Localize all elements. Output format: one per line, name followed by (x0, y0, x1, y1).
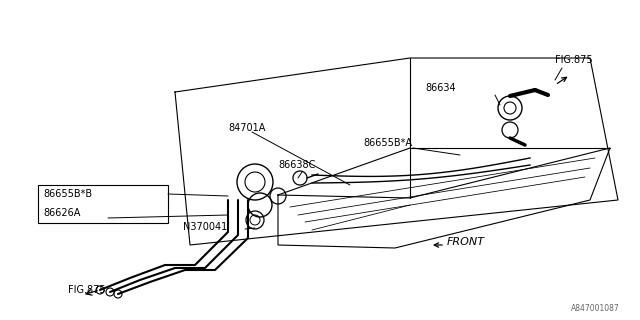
Text: FRONT: FRONT (447, 237, 485, 247)
Bar (38, 185, 168, 223)
Text: 86638C: 86638C (278, 160, 316, 170)
Text: 86634: 86634 (425, 83, 456, 93)
Text: 86655B*B: 86655B*B (43, 189, 92, 199)
Text: 84701A: 84701A (228, 123, 266, 133)
Text: 86626A: 86626A (43, 208, 81, 218)
Text: N370041: N370041 (183, 222, 227, 232)
Text: FIG.875: FIG.875 (555, 55, 593, 65)
Text: 86655B*A: 86655B*A (363, 138, 412, 148)
Text: FIG.875: FIG.875 (68, 285, 106, 295)
Text: A847001087: A847001087 (572, 304, 620, 313)
